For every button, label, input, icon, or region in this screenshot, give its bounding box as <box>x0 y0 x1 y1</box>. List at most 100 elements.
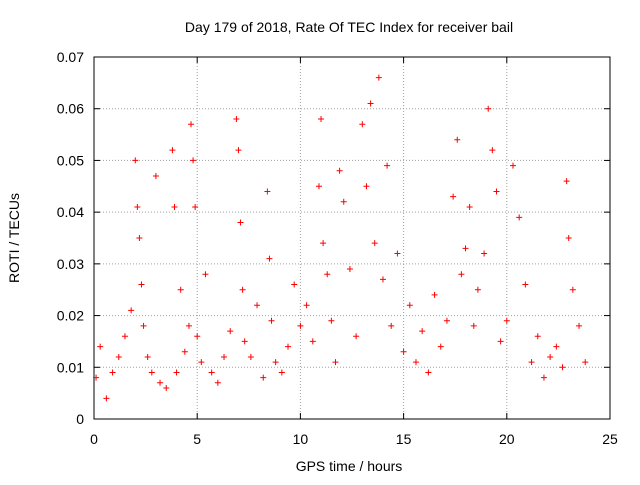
data-point <box>406 302 413 309</box>
data-point <box>576 322 583 329</box>
data-point <box>540 374 547 381</box>
data-point <box>264 188 271 195</box>
y-tick-label: 0 <box>76 411 84 427</box>
data-point <box>332 359 339 366</box>
y-tick-label: 0.07 <box>57 49 84 65</box>
data-point <box>458 271 465 278</box>
y-tick-label: 0.03 <box>57 256 84 272</box>
data-point <box>346 266 353 273</box>
data-point <box>132 157 139 164</box>
data-point <box>454 136 461 143</box>
data-point <box>481 250 488 257</box>
data-point <box>553 343 560 350</box>
data-point <box>115 353 122 360</box>
data-point <box>121 333 128 340</box>
data-point <box>320 240 327 247</box>
data-point <box>388 322 395 329</box>
data-point <box>443 317 450 324</box>
data-point <box>384 162 391 169</box>
data-point <box>534 333 541 340</box>
x-tick-label: 10 <box>293 431 309 447</box>
x-tick-label: 15 <box>396 431 412 447</box>
data-point <box>425 369 432 376</box>
data-point <box>303 302 310 309</box>
data-point <box>394 250 401 257</box>
data-point <box>148 369 155 376</box>
y-tick-label: 0.04 <box>57 204 84 220</box>
data-point <box>375 74 382 81</box>
data-point <box>140 322 147 329</box>
data-point <box>489 147 496 154</box>
data-point <box>450 193 457 200</box>
y-axis-label: ROTI / TECUs <box>6 193 22 283</box>
data-point <box>340 198 347 205</box>
data-point <box>208 369 215 376</box>
data-point <box>185 322 192 329</box>
y-tick-label: 0.02 <box>57 308 84 324</box>
data-point <box>268 317 275 324</box>
data-point <box>247 353 254 360</box>
data-point <box>266 255 273 262</box>
data-point <box>493 188 500 195</box>
data-point <box>328 317 335 324</box>
ticks-layer: 0 5 10 15 20 25 0 0.01 0.02 0.03 0.04 0.05 0.06 0.07 <box>57 49 618 447</box>
data-point <box>509 162 516 169</box>
data-point <box>559 364 566 371</box>
x-tick-label: 20 <box>499 431 515 447</box>
data-point <box>173 369 180 376</box>
data-point <box>431 291 438 298</box>
data-point <box>188 121 195 128</box>
data-point <box>565 235 572 241</box>
data-point <box>324 271 331 278</box>
data-point <box>260 374 267 381</box>
data-point <box>569 286 576 293</box>
chart-title: Day 179 of 2018, Rate Of TEC Index for r… <box>185 19 513 35</box>
data-point <box>169 147 176 154</box>
data-point <box>192 203 199 210</box>
x-tick-label: 0 <box>90 431 98 447</box>
data-point <box>235 147 242 154</box>
data-point <box>363 183 370 190</box>
data-point <box>474 286 481 293</box>
data-point <box>138 281 145 288</box>
data-point <box>93 374 100 381</box>
data-point <box>144 353 151 360</box>
data-point <box>419 328 426 335</box>
data-point <box>152 172 159 179</box>
data-point <box>157 379 164 386</box>
data-point <box>194 333 201 340</box>
x-tick-label: 5 <box>193 431 201 447</box>
data-point <box>400 348 407 355</box>
data-point <box>171 203 178 210</box>
data-point <box>547 353 554 360</box>
data-point <box>336 167 343 174</box>
data-point <box>522 281 529 288</box>
data-point <box>309 338 316 345</box>
data-point <box>371 240 378 247</box>
data-point <box>367 100 374 107</box>
data-point <box>227 328 234 335</box>
data-point <box>470 322 477 329</box>
data-point <box>254 302 261 309</box>
data-point <box>181 348 188 355</box>
data-point <box>97 343 104 350</box>
data-point <box>202 271 209 278</box>
data-point <box>214 379 221 386</box>
y-tick-label: 0.05 <box>57 152 84 168</box>
points-layer <box>93 74 589 402</box>
data-point <box>103 395 110 402</box>
data-point <box>497 338 504 345</box>
data-point <box>233 116 240 123</box>
data-point <box>272 359 279 366</box>
x-tick-label: 25 <box>602 431 618 447</box>
data-point <box>239 286 246 293</box>
data-point <box>190 157 197 164</box>
data-point <box>237 219 244 226</box>
y-tick-label: 0.06 <box>57 101 84 117</box>
data-point <box>285 343 292 350</box>
data-point <box>315 183 322 190</box>
data-point <box>291 281 298 288</box>
data-point <box>379 276 386 283</box>
data-point <box>437 343 444 350</box>
data-point <box>528 359 535 366</box>
